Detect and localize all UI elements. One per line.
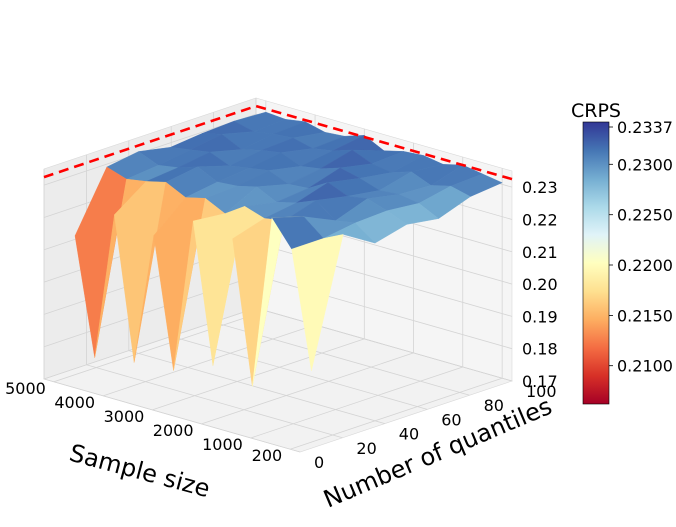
- colorbar-ticks: 0.2100 0.2150 0.2200 0.2250 0.2300 0.2337: [609, 118, 673, 376]
- axis-ticks: 200 1000 2000 3000 4000 5000 0 20 40 60 80 1000.17 0…: [5, 178, 558, 472]
- colorbar-tick-label: 0.2200: [617, 256, 673, 275]
- x-grid-floor: [290, 377, 503, 450]
- reference-line-group: [43, 104, 513, 181]
- y-tick-label: 80: [484, 396, 504, 415]
- z-tick-label: 0.18: [522, 340, 558, 359]
- z-tick-label: 0.17: [522, 372, 558, 391]
- y-tick-label: 20: [356, 439, 376, 458]
- surface-patch: [291, 234, 344, 372]
- y-tick-label: 0: [314, 453, 324, 472]
- colorbar-gradient: [582, 121, 610, 405]
- x-tick-label: 2000: [153, 421, 194, 440]
- colorbar: CRPS 0.2100 0.2150 0.2200 0.2250 0.2300 0.233…: [571, 100, 673, 405]
- z-grid-right: [255, 307, 513, 382]
- colorbar-tick-label: 0.2337: [617, 118, 673, 137]
- x-tick-label: 200: [252, 446, 283, 465]
- crps-surface: [74, 111, 503, 387]
- x-axis-label: Sample size: [66, 439, 212, 503]
- y-tick-label: 60: [441, 410, 461, 429]
- x-grid-floor: [250, 366, 463, 439]
- z-tick-label: 0.23: [522, 178, 558, 197]
- z-tick-label: 0.20: [522, 275, 558, 294]
- colorbar-tick-label: 0.2300: [617, 155, 673, 174]
- colorbar-tick-label: 0.2100: [617, 357, 673, 376]
- x-tick-label: 3000: [104, 407, 145, 426]
- reference-line: [43, 104, 513, 181]
- z-tick-label: 0.22: [522, 211, 558, 230]
- y-tick-label: 40: [399, 425, 419, 444]
- y-grid-floor: [128, 350, 385, 424]
- colorbar-tick-label: 0.2250: [617, 206, 673, 225]
- x-grid-floor: [152, 338, 365, 411]
- y-grid-floor: [43, 378, 301, 453]
- x-tick-label: 1000: [202, 435, 243, 454]
- x-tick-label: 4000: [54, 393, 95, 412]
- colorbar-tick-label: 0.2150: [617, 306, 673, 325]
- z-tick-label: 0.19: [522, 307, 558, 326]
- y-tick-label: 100: [526, 382, 557, 401]
- x-grid-floor: [53, 310, 266, 383]
- z-grid-left: [43, 113, 257, 186]
- y-grid-floor: [86, 364, 343, 439]
- x-grid-floor: [201, 352, 414, 425]
- colorbar-title: CRPS: [571, 100, 621, 122]
- x-tick-label: 5000: [5, 379, 46, 398]
- z-tick-label: 0.21: [522, 243, 558, 262]
- x-grid-floor: [102, 324, 316, 397]
